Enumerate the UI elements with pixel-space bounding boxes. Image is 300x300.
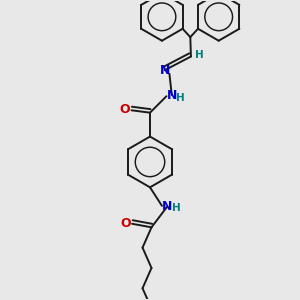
Text: N: N <box>162 200 172 213</box>
Text: H: H <box>172 202 181 213</box>
Text: H: H <box>176 93 185 103</box>
Text: O: O <box>120 103 130 116</box>
Text: H: H <box>196 50 204 60</box>
Text: N: N <box>159 64 170 77</box>
Text: O: O <box>120 217 131 230</box>
Text: N: N <box>167 88 177 102</box>
